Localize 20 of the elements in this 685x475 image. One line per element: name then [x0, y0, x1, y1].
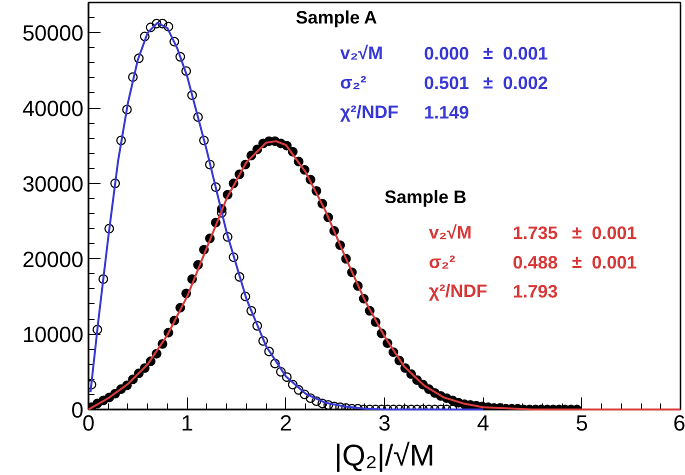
x-tick-label: 6	[673, 410, 685, 436]
y-tick-label: 30000	[22, 171, 84, 196]
annotation: Sample B	[384, 186, 467, 207]
y-tick-label: 40000	[22, 96, 84, 122]
text: σ₂² 0.488 ± 0.001	[428, 252, 637, 272]
y-tick-label: 20000	[22, 246, 84, 272]
text: σ₂² 0.501 ± 0.002	[340, 72, 548, 93]
text: χ²/NDF 1.793	[428, 281, 558, 302]
x-tick-label: 1	[181, 410, 194, 436]
y-tick-label: 50000	[22, 20, 84, 46]
text: v₂√M 1.735 ± 0.001	[428, 222, 637, 243]
x-tick-label: 2	[280, 410, 292, 436]
x-tick-label: 4	[477, 410, 490, 436]
annotation: Sample A	[296, 8, 378, 28]
text: χ²/NDF 1.149	[340, 102, 470, 122]
x-axis-title: |Q₂|/√M	[334, 440, 435, 472]
x-tick-label: 5	[576, 410, 588, 436]
text: v₂√M 0.000 ± 0.001	[340, 43, 548, 64]
y-tick-label: 10000	[22, 322, 84, 348]
x-tick-label: 3	[378, 410, 391, 436]
